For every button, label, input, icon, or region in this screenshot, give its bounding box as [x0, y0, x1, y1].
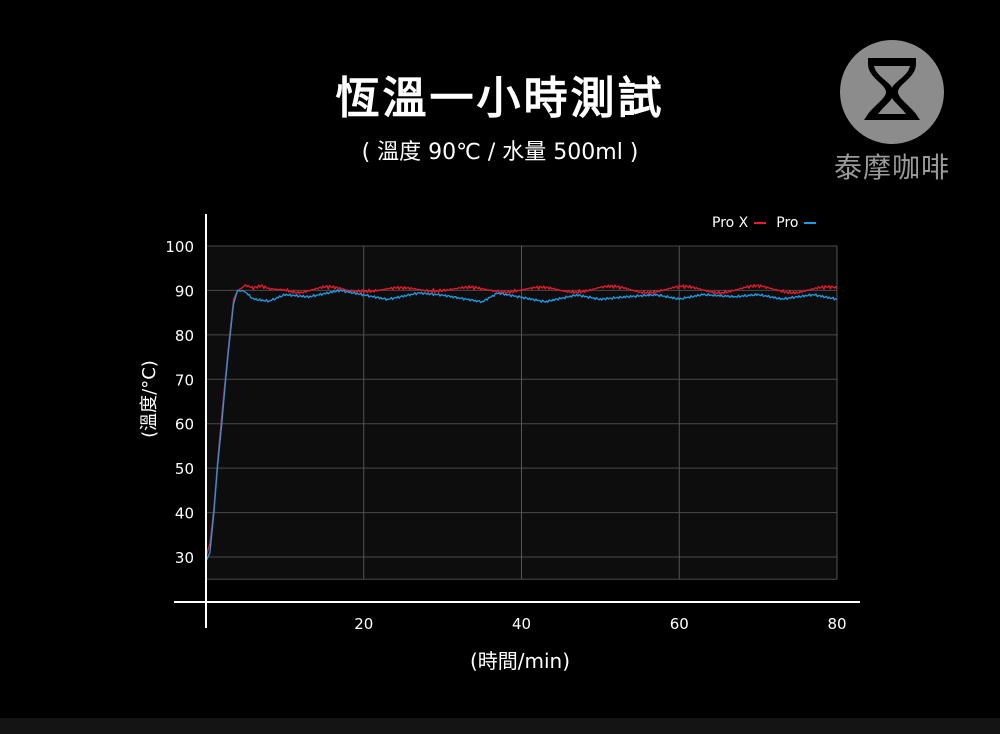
y-tick-label-80: 80: [175, 327, 194, 345]
y-tick-label-50: 50: [175, 460, 194, 478]
y-tick-label-70: 70: [175, 371, 194, 389]
series-line-prox: [205, 283, 838, 558]
hourglass-logo-icon: [840, 40, 944, 144]
y-axis-title-text: (溫度/°C): [139, 360, 160, 438]
x-tick-label-20: 20: [354, 615, 373, 633]
legend-swatch-pro: [804, 222, 817, 224]
legend-item-pro: Pro: [776, 215, 817, 231]
y-tick-label-90: 90: [175, 282, 194, 300]
legend-item-prox: Pro X: [712, 215, 767, 231]
y-tick-label-100: 100: [165, 238, 194, 256]
brand: 泰摩咖啡: [822, 38, 962, 188]
x-tick-label-80: 80: [827, 615, 846, 633]
bottom-band: [0, 718, 1000, 734]
y-tick-label-30: 30: [175, 549, 194, 567]
x-tick-label-40: 40: [512, 615, 531, 633]
y-tick-label-40: 40: [175, 505, 194, 523]
x-axis-title: (時間/min): [469, 649, 571, 673]
legend-swatch-prox: [754, 222, 767, 224]
brand-name: 泰摩咖啡: [833, 151, 950, 184]
legend-label-pro: Pro: [776, 215, 799, 231]
legend-label-prox: Pro X: [712, 215, 749, 231]
y-tick-label-60: 60: [175, 416, 194, 434]
page-title: 恆溫一小時測試: [335, 73, 665, 124]
x-tick-label-60: 60: [670, 615, 689, 633]
page-subtitle: ( 溫度 90℃ / 水量 500ml ): [361, 140, 639, 165]
series-line-pro: [205, 289, 838, 562]
legend: Pro X Pro: [712, 215, 826, 235]
